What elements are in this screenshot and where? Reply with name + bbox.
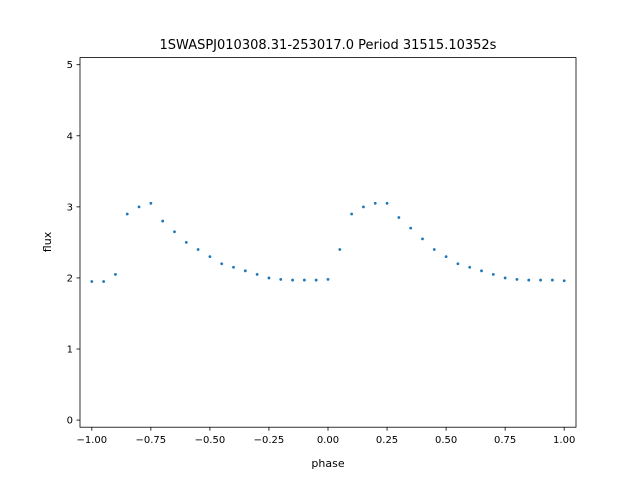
x-tick-label: −0.75 — [136, 435, 167, 446]
x-tick-label: −0.50 — [195, 435, 226, 446]
data-point — [421, 237, 424, 241]
x-tick-label: −1.00 — [76, 435, 107, 446]
data-point — [480, 269, 483, 273]
data-point — [137, 205, 141, 209]
data-point — [527, 278, 531, 282]
data-point — [350, 212, 354, 216]
data-point — [503, 276, 507, 280]
data-point — [279, 277, 283, 281]
y-tick-label: 5 — [67, 60, 73, 71]
data-point — [397, 216, 401, 219]
data-point — [90, 280, 94, 283]
data-point — [243, 269, 247, 273]
data-point — [173, 230, 176, 234]
x-tick-label: 0.75 — [494, 435, 516, 446]
data-point — [267, 276, 271, 280]
data-point — [456, 262, 460, 266]
y-axis-label: flux — [41, 231, 54, 252]
y-tick-label: 1 — [67, 345, 73, 356]
data-point — [432, 248, 436, 251]
data-points — [90, 201, 566, 283]
data-point — [562, 279, 566, 283]
data-point — [208, 255, 212, 259]
data-point — [149, 201, 153, 205]
data-point — [362, 205, 365, 209]
data-point — [385, 201, 389, 205]
data-point — [444, 255, 448, 259]
y-tick-label: 0 — [67, 416, 73, 427]
y-tick-label: 4 — [67, 131, 73, 142]
data-point — [255, 272, 259, 276]
x-tick-label: 0.50 — [435, 435, 457, 446]
data-point — [184, 241, 188, 244]
x-tick-label: 0.00 — [317, 435, 339, 446]
data-point — [125, 212, 129, 216]
data-point — [220, 262, 224, 266]
data-point — [102, 280, 106, 283]
data-point — [291, 278, 294, 282]
y-axis: 0 1 2 3 4 5 — [67, 60, 80, 427]
data-point — [515, 277, 519, 281]
data-point — [314, 278, 318, 282]
data-point — [338, 248, 342, 251]
data-point — [302, 278, 306, 282]
x-tick-label: 1.00 — [553, 435, 575, 446]
data-point — [326, 277, 330, 281]
data-point — [196, 248, 200, 251]
y-tick-label: 3 — [67, 202, 73, 213]
x-tick-label: −0.25 — [254, 435, 285, 446]
data-point — [550, 278, 554, 282]
x-axis-label: phase — [311, 457, 344, 470]
y-tick-label: 2 — [67, 273, 73, 284]
x-tick-label: 0.25 — [376, 435, 398, 446]
x-axis: −1.00 −0.75 −0.50 −0.25 0.00 0.25 0.50 0.75 1.00 — [76, 427, 575, 446]
data-point — [114, 272, 117, 276]
data-point — [232, 265, 235, 269]
chart-title: 1SWASPJ010308.31-253017.0 Period 31515.1… — [160, 38, 497, 53]
data-point — [468, 265, 472, 269]
data-point — [161, 219, 165, 223]
data-point — [409, 226, 413, 230]
data-point — [539, 278, 542, 282]
data-point — [491, 272, 495, 276]
data-point — [373, 201, 377, 205]
